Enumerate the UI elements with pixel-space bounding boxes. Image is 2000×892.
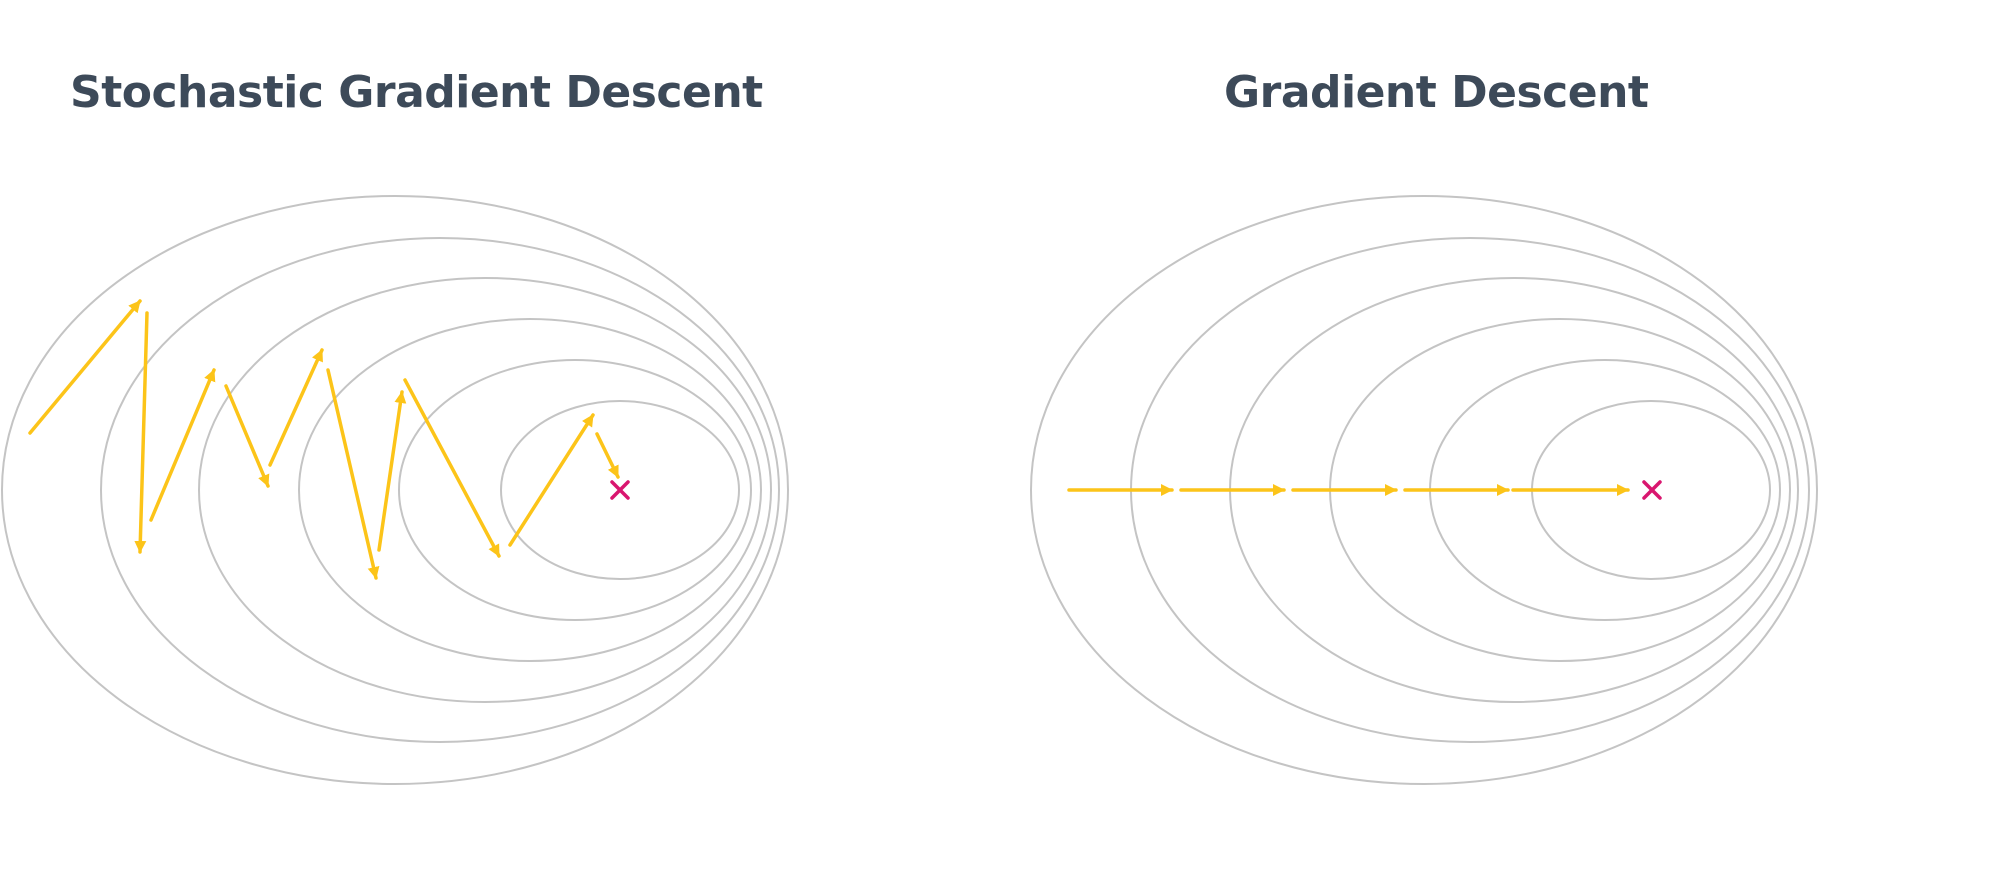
contour-ring [298,318,762,662]
sgd-panel [1,195,789,785]
sgd-minimum-cross-icon [610,480,630,500]
step-arrow [28,299,142,435]
contour-ring [100,237,780,743]
step-arrow [326,368,380,580]
sgd-contours [1,195,789,785]
step-arrow [134,311,149,554]
step-arrow [224,384,270,488]
gd-panel [1030,195,1818,785]
contour-ring [1,195,789,785]
contour-ring [500,400,740,580]
step-arrow [149,368,216,522]
contour-ring [398,359,752,621]
step-arrow [508,413,595,547]
gd-title: Gradient Descent [1224,67,1649,118]
contour-ring [198,277,772,703]
gd-minimum-cross-icon [1642,480,1662,500]
step-arrow [403,378,501,558]
step-arrow [595,432,620,479]
contour-ring [1030,195,1818,785]
step-arrow [268,348,324,467]
sgd-steps [28,299,620,580]
sgd-title: Stochastic Gradient Descent [70,67,763,118]
step-arrow [377,390,407,552]
